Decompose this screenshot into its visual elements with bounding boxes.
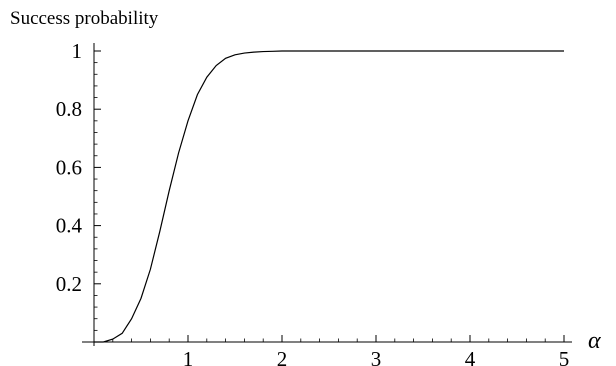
axes [82, 43, 572, 346]
ticks [94, 50, 565, 342]
y-tick-label: 0.6 [56, 155, 82, 179]
x-tick-label: 2 [277, 347, 288, 366]
x-axis-title: α [588, 328, 601, 354]
series-line [94, 50, 564, 343]
y-tick-label: 0.4 [56, 214, 83, 238]
x-tick-label: 3 [371, 347, 382, 366]
x-tick-label: 4 [465, 347, 476, 366]
x-tick-label: 5 [559, 347, 570, 366]
y-axis-title: Success probability [10, 8, 159, 29]
y-tick-label: 0.8 [56, 97, 82, 121]
x-tick-label: 1 [183, 347, 194, 366]
y-tick-label: 1 [72, 39, 83, 63]
tick-labels: 1 2 3 4 5 0.2 0.4 0.6 0.8 1 [56, 39, 570, 366]
y-tick-label: 0.2 [56, 272, 82, 296]
